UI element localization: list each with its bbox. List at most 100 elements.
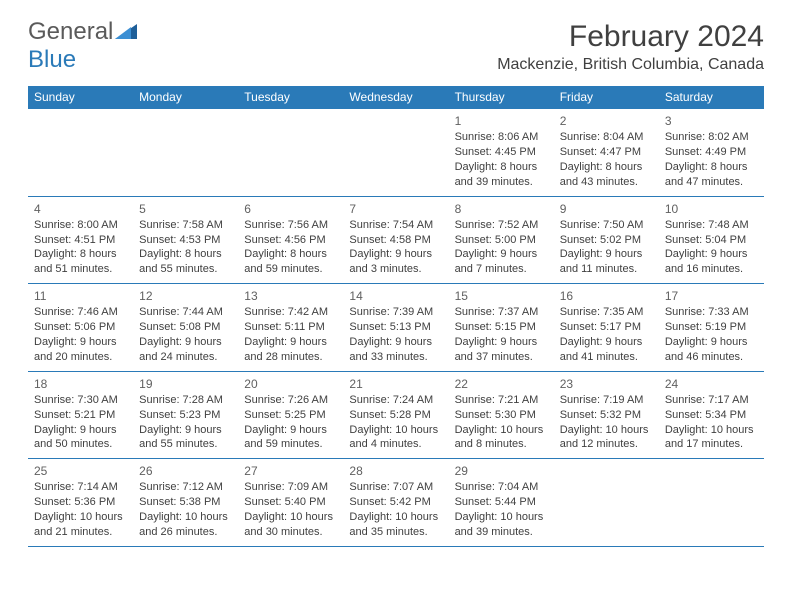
sunset-line: Sunset: 4:45 PM [455, 145, 548, 160]
daylight-line: Daylight: 9 hours and 37 minutes. [455, 335, 548, 365]
daylight-line: Daylight: 9 hours and 41 minutes. [560, 335, 653, 365]
sunrise-line: Sunrise: 7:28 AM [139, 393, 232, 408]
calendar-day-cell: 17Sunrise: 7:33 AMSunset: 5:19 PMDayligh… [659, 284, 764, 372]
sunrise-line: Sunrise: 7:30 AM [34, 393, 127, 408]
sunset-line: Sunset: 5:32 PM [560, 408, 653, 423]
sunset-line: Sunset: 5:00 PM [455, 233, 548, 248]
sunrise-line: Sunrise: 7:44 AM [139, 305, 232, 320]
calendar-day-cell: 19Sunrise: 7:28 AMSunset: 5:23 PMDayligh… [133, 371, 238, 459]
calendar-day-cell: 23Sunrise: 7:19 AMSunset: 5:32 PMDayligh… [554, 371, 659, 459]
logo-word1: General [28, 20, 113, 44]
calendar-week-row: 1Sunrise: 8:06 AMSunset: 4:45 PMDaylight… [28, 109, 764, 197]
logo-triangle-icon [115, 21, 137, 44]
daylight-line: Daylight: 9 hours and 16 minutes. [665, 247, 758, 277]
day-header: Wednesday [343, 86, 448, 109]
page-header: General February 2024 Mackenzie, British… [0, 0, 792, 82]
sunrise-line: Sunrise: 7:09 AM [244, 480, 337, 495]
sunrise-line: Sunrise: 7:12 AM [139, 480, 232, 495]
day-number: 5 [139, 201, 232, 217]
sunrise-line: Sunrise: 7:37 AM [455, 305, 548, 320]
sunset-line: Sunset: 5:15 PM [455, 320, 548, 335]
day-number: 8 [455, 201, 548, 217]
sunrise-line: Sunrise: 8:04 AM [560, 130, 653, 145]
day-number: 7 [349, 201, 442, 217]
sunrise-line: Sunrise: 7:17 AM [665, 393, 758, 408]
calendar-day-cell: 3Sunrise: 8:02 AMSunset: 4:49 PMDaylight… [659, 109, 764, 197]
sunset-line: Sunset: 5:08 PM [139, 320, 232, 335]
daylight-line: Daylight: 8 hours and 59 minutes. [244, 247, 337, 277]
sunset-line: Sunset: 5:30 PM [455, 408, 548, 423]
sunset-line: Sunset: 5:17 PM [560, 320, 653, 335]
day-number: 20 [244, 376, 337, 392]
sunset-line: Sunset: 4:58 PM [349, 233, 442, 248]
daylight-line: Daylight: 9 hours and 11 minutes. [560, 247, 653, 277]
calendar-day-cell: 4Sunrise: 8:00 AMSunset: 4:51 PMDaylight… [28, 196, 133, 284]
calendar-day-cell: 9Sunrise: 7:50 AMSunset: 5:02 PMDaylight… [554, 196, 659, 284]
calendar-day-cell: 20Sunrise: 7:26 AMSunset: 5:25 PMDayligh… [238, 371, 343, 459]
sunset-line: Sunset: 5:25 PM [244, 408, 337, 423]
sunset-line: Sunset: 5:19 PM [665, 320, 758, 335]
calendar-day-cell: 6Sunrise: 7:56 AMSunset: 4:56 PMDaylight… [238, 196, 343, 284]
day-number: 24 [665, 376, 758, 392]
daylight-line: Daylight: 10 hours and 12 minutes. [560, 423, 653, 453]
daylight-line: Daylight: 10 hours and 17 minutes. [665, 423, 758, 453]
daylight-line: Daylight: 9 hours and 55 minutes. [139, 423, 232, 453]
day-header: Friday [554, 86, 659, 109]
day-number: 9 [560, 201, 653, 217]
sunrise-line: Sunrise: 7:58 AM [139, 218, 232, 233]
daylight-line: Daylight: 8 hours and 55 minutes. [139, 247, 232, 277]
daylight-line: Daylight: 10 hours and 30 minutes. [244, 510, 337, 540]
sunset-line: Sunset: 5:34 PM [665, 408, 758, 423]
calendar-day-cell: 29Sunrise: 7:04 AMSunset: 5:44 PMDayligh… [449, 459, 554, 547]
calendar-day-cell: 5Sunrise: 7:58 AMSunset: 4:53 PMDaylight… [133, 196, 238, 284]
calendar-day-cell: 18Sunrise: 7:30 AMSunset: 5:21 PMDayligh… [28, 371, 133, 459]
sunset-line: Sunset: 5:02 PM [560, 233, 653, 248]
day-header: Tuesday [238, 86, 343, 109]
day-number: 10 [665, 201, 758, 217]
sunrise-line: Sunrise: 7:14 AM [34, 480, 127, 495]
calendar-empty-cell [238, 109, 343, 197]
day-header: Monday [133, 86, 238, 109]
sunrise-line: Sunrise: 7:24 AM [349, 393, 442, 408]
calendar-day-cell: 27Sunrise: 7:09 AMSunset: 5:40 PMDayligh… [238, 459, 343, 547]
day-number: 16 [560, 288, 653, 304]
sunrise-line: Sunrise: 7:52 AM [455, 218, 548, 233]
calendar-week-row: 11Sunrise: 7:46 AMSunset: 5:06 PMDayligh… [28, 284, 764, 372]
calendar-week-row: 18Sunrise: 7:30 AMSunset: 5:21 PMDayligh… [28, 371, 764, 459]
day-number: 3 [665, 113, 758, 129]
day-number: 14 [349, 288, 442, 304]
calendar-empty-cell [659, 459, 764, 547]
logo-word2-wrap: Blue [28, 48, 76, 72]
daylight-line: Daylight: 10 hours and 4 minutes. [349, 423, 442, 453]
month-title: February 2024 [497, 20, 764, 54]
title-block: February 2024 Mackenzie, British Columbi… [497, 20, 764, 74]
sunrise-line: Sunrise: 8:02 AM [665, 130, 758, 145]
day-number: 2 [560, 113, 653, 129]
daylight-line: Daylight: 8 hours and 47 minutes. [665, 160, 758, 190]
sunrise-line: Sunrise: 8:06 AM [455, 130, 548, 145]
calendar-day-cell: 14Sunrise: 7:39 AMSunset: 5:13 PMDayligh… [343, 284, 448, 372]
calendar-day-cell: 2Sunrise: 8:04 AMSunset: 4:47 PMDaylight… [554, 109, 659, 197]
calendar-header-row: SundayMondayTuesdayWednesdayThursdayFrid… [28, 86, 764, 109]
daylight-line: Daylight: 10 hours and 39 minutes. [455, 510, 548, 540]
sunset-line: Sunset: 4:49 PM [665, 145, 758, 160]
calendar-empty-cell [554, 459, 659, 547]
sunrise-line: Sunrise: 7:42 AM [244, 305, 337, 320]
sunset-line: Sunset: 5:23 PM [139, 408, 232, 423]
calendar-week-row: 25Sunrise: 7:14 AMSunset: 5:36 PMDayligh… [28, 459, 764, 547]
day-number: 18 [34, 376, 127, 392]
calendar-day-cell: 25Sunrise: 7:14 AMSunset: 5:36 PMDayligh… [28, 459, 133, 547]
sunrise-line: Sunrise: 8:00 AM [34, 218, 127, 233]
daylight-line: Daylight: 9 hours and 33 minutes. [349, 335, 442, 365]
calendar-day-cell: 24Sunrise: 7:17 AMSunset: 5:34 PMDayligh… [659, 371, 764, 459]
daylight-line: Daylight: 9 hours and 24 minutes. [139, 335, 232, 365]
sunrise-line: Sunrise: 7:26 AM [244, 393, 337, 408]
day-number: 28 [349, 463, 442, 479]
day-number: 23 [560, 376, 653, 392]
sunset-line: Sunset: 5:28 PM [349, 408, 442, 423]
day-number: 6 [244, 201, 337, 217]
calendar-day-cell: 22Sunrise: 7:21 AMSunset: 5:30 PMDayligh… [449, 371, 554, 459]
calendar-week-row: 4Sunrise: 8:00 AMSunset: 4:51 PMDaylight… [28, 196, 764, 284]
calendar-day-cell: 13Sunrise: 7:42 AMSunset: 5:11 PMDayligh… [238, 284, 343, 372]
sunrise-line: Sunrise: 7:48 AM [665, 218, 758, 233]
